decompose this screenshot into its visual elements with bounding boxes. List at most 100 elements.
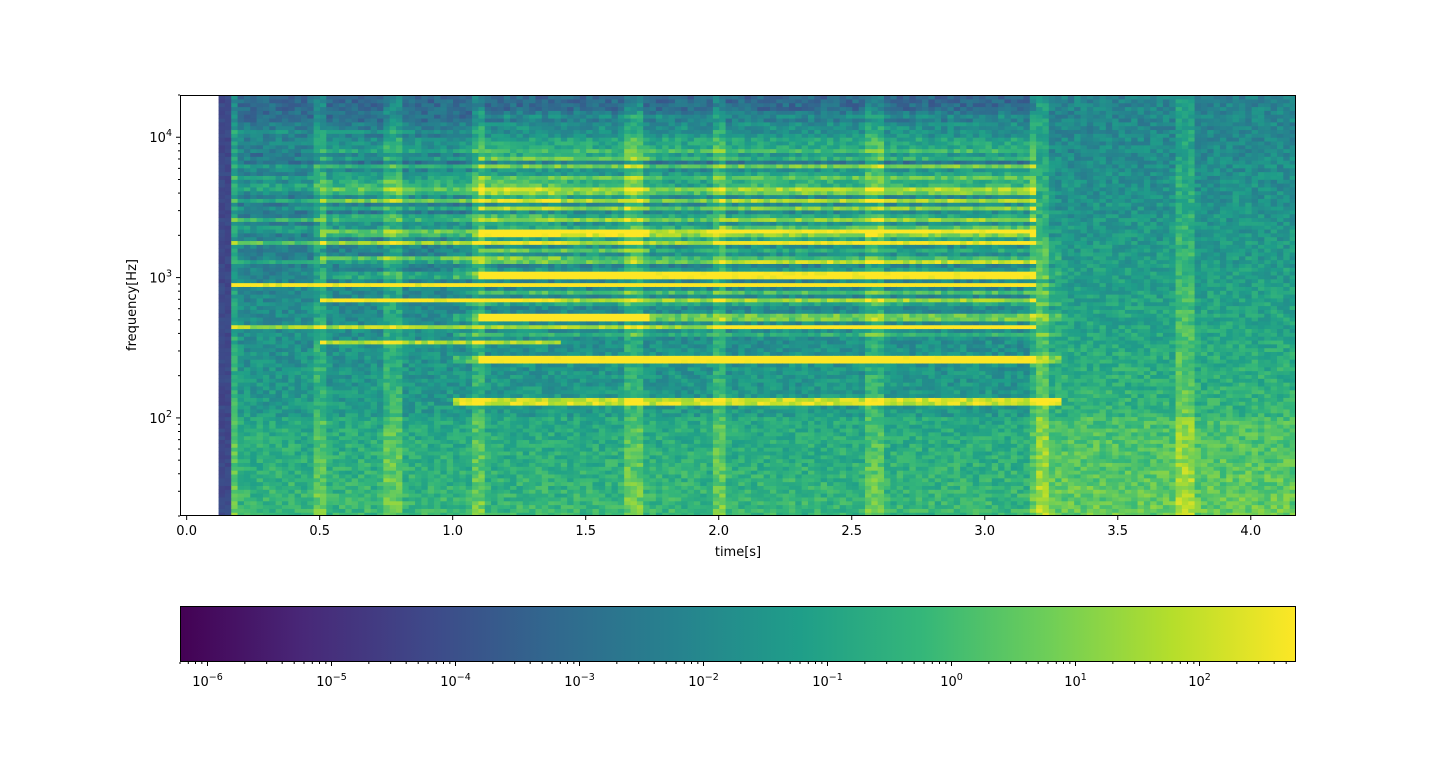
heatmap-cell [313,324,321,330]
heatmap-cell [351,454,359,460]
heatmap-cell [269,286,277,291]
heatmap-cell [256,217,264,222]
heatmap-cell [250,171,258,176]
heatmap-cell [465,496,473,502]
heatmap-cell [358,244,365,249]
heatmap-cell [338,175,346,180]
heatmap-cell [427,309,435,314]
heatmap-cell [396,359,403,364]
heatmap-cell [262,297,270,303]
heatmap-cell [281,305,289,310]
heatmap-cell [465,351,473,356]
heatmap-cell [300,194,308,199]
heatmap-cell [269,374,277,379]
heatmap-cell [370,481,378,486]
heatmap-cell [389,332,397,337]
heatmap-cell [364,320,372,326]
heatmap-cell [484,267,492,272]
heatmap-cell [332,489,340,494]
heatmap-cell [478,198,486,203]
heatmap-cell [427,244,435,249]
heatmap-cell [231,320,239,326]
heatmap-cell [478,473,486,479]
heatmap-cell [307,374,315,379]
heatmap-cell [402,424,410,429]
heatmap-cell [427,248,435,253]
heatmap-cell [364,163,372,169]
heatmap-cell [383,202,391,207]
heatmap-cell [459,137,467,142]
heatmap-cell [370,401,378,406]
heatmap-cell [465,194,473,199]
heatmap-cell [288,129,296,134]
heatmap-cell [351,148,359,154]
heatmap-cell [408,98,416,104]
heatmap-cell [415,328,422,333]
heatmap-cell [427,351,435,356]
heatmap-cell [396,156,403,161]
heatmap-cell [459,366,467,372]
heatmap-cell [491,485,499,490]
heatmap-cell [351,362,359,368]
heatmap-cell [243,416,251,421]
heatmap-cell [440,424,448,429]
heatmap-cell [319,313,327,318]
heatmap-cell [415,267,422,272]
heatmap-cell [332,198,340,203]
heatmap-cell [440,489,448,494]
heatmap-cell [415,140,422,146]
heatmap-cell [465,110,473,115]
heatmap-cell [459,313,467,318]
heatmap-cell [262,274,270,280]
heatmap-cell [389,477,397,483]
heatmap-cell [453,305,461,310]
heatmap-cell [307,125,315,131]
heatmap-cell [364,156,372,161]
heatmap-cell [472,95,480,100]
heatmap-cell [484,163,492,169]
heatmap-cell [358,454,365,460]
heatmap-cell [503,466,511,471]
heatmap-cell [465,320,473,326]
heatmap-cell [453,244,461,249]
heatmap-cell [484,393,492,398]
heatmap-cell [427,485,435,490]
heatmap-cell [300,458,308,464]
heatmap-cell [421,504,429,509]
heatmap-cell [313,416,321,421]
heatmap-cell [377,129,384,134]
heatmap-cell [491,313,499,318]
heatmap-cell [440,366,448,372]
heatmap-cell [370,351,378,356]
heatmap-cell [408,470,416,475]
heatmap-cell [313,336,321,341]
heatmap-cell [262,102,270,108]
heatmap-cell [307,439,315,444]
heatmap-cell [358,408,365,414]
heatmap-cell [377,470,384,475]
heatmap-cell [446,251,454,257]
heatmap-cell [275,117,283,123]
heatmap-cell [503,362,511,368]
heatmap-cell [358,313,365,318]
heatmap-cell [338,205,346,211]
heatmap-cell [459,336,467,341]
heatmap-cell [389,240,397,245]
heatmap-cell [300,244,308,249]
heatmap-cell [218,378,226,383]
heatmap-cell [402,133,410,138]
heatmap-cell [288,336,296,341]
heatmap-cell [313,160,321,165]
heatmap-cell [345,294,353,299]
heatmap-cell [434,98,441,104]
heatmap-cell [231,385,239,391]
heatmap-cell [231,267,239,272]
heatmap-cell [465,443,473,448]
heatmap-cell [491,439,499,444]
heatmap-cell [218,106,226,111]
heatmap-cell [459,450,467,456]
heatmap-cell [434,443,441,448]
heatmap-cell [370,278,378,284]
heatmap-cell [408,163,416,169]
heatmap-cell [288,183,296,188]
